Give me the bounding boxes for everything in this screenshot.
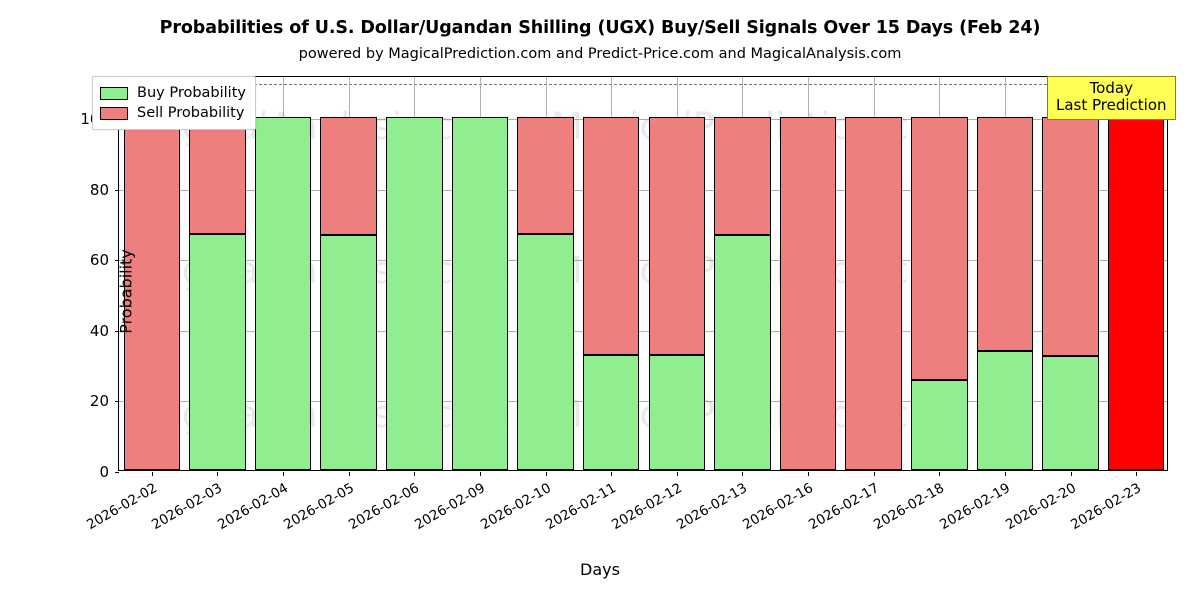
bar-segment-sell: [779, 117, 837, 470]
bar-2026-02-17[interactable]: [845, 77, 902, 470]
chart-subtitle: powered by MagicalPrediction.com and Pre…: [298, 46, 902, 62]
bar-segment-today: [1107, 117, 1165, 470]
y-axis-label: Probability: [116, 249, 136, 334]
bar-segment-sell: [123, 117, 181, 470]
legend-item-buy: Buy Probability: [100, 83, 246, 103]
y-tick-mark: [115, 401, 119, 403]
page-title: Probabilities of U.S. Dollar/Ugandan Shi…: [159, 18, 1041, 38]
bar-segment-buy: [320, 235, 377, 470]
legend-item-sell: Sell Probability: [100, 103, 246, 123]
x-tick-mark: [1004, 472, 1006, 476]
bar-2026-02-02[interactable]: [123, 77, 181, 470]
bar-segment-buy: [714, 235, 771, 470]
legend-label-buy: Buy Probability: [137, 85, 246, 101]
y-tick-label: 0: [99, 463, 109, 481]
bar-segment-buy: [1042, 356, 1099, 470]
bar-segment-sell: [320, 117, 377, 236]
bar-segment-sell: [714, 117, 771, 236]
bar-2026-02-05[interactable]: [320, 77, 377, 470]
plot-area: MagicalAnalysis.comMagicalPrediction.com…: [80, 76, 1168, 533]
x-tick-mark: [742, 472, 744, 476]
bar-segment-sell: [976, 117, 1034, 352]
gridline-y-40: [119, 330, 1167, 332]
x-axis-label: Days: [580, 560, 620, 579]
bar-2026-02-23[interactable]: [1107, 77, 1165, 470]
bar-2026-02-06[interactable]: [386, 77, 443, 470]
bar-2026-02-20[interactable]: [1042, 77, 1099, 470]
legend-swatch-buy-icon: [100, 86, 128, 100]
y-tick-mark: [115, 189, 119, 191]
x-tick-mark: [611, 472, 613, 476]
y-tick-mark: [115, 330, 119, 332]
bar-segment-sell: [648, 117, 706, 356]
gridline-y-100: [119, 119, 1167, 121]
legend-swatch-sell-icon: [100, 106, 128, 120]
bar-2026-02-19[interactable]: [976, 77, 1034, 470]
bar-2026-02-10[interactable]: [517, 77, 574, 470]
x-tick-mark: [873, 472, 875, 476]
bar-segment-buy: [451, 117, 509, 470]
y-tick-label: 80: [89, 180, 109, 199]
bar-2026-02-09[interactable]: [451, 77, 509, 470]
bar-segment-buy: [582, 355, 640, 470]
bar-segment-buy: [386, 117, 443, 470]
bar-2026-02-03[interactable]: [189, 77, 246, 470]
today-callout: Today Last Prediction: [1047, 76, 1176, 120]
bar-2026-02-04[interactable]: [254, 77, 312, 470]
x-tick-mark: [1070, 472, 1072, 476]
bar-segment-buy: [648, 355, 706, 470]
x-tick-mark: [939, 472, 941, 476]
today-callout-line1: Today: [1089, 79, 1133, 97]
x-tick-mark: [1136, 472, 1138, 476]
x-tick-mark: [283, 472, 285, 476]
bar-segment-buy: [189, 233, 246, 470]
x-tick-mark: [217, 472, 219, 476]
bar-2026-02-18[interactable]: [911, 77, 968, 470]
bar-2026-02-12[interactable]: [648, 77, 706, 470]
bar-2026-02-13[interactable]: [714, 77, 771, 470]
bar-2026-02-11[interactable]: [582, 77, 640, 470]
x-tick-mark: [414, 472, 416, 476]
plot-clip: MagicalAnalysis.comMagicalPrediction.com…: [119, 77, 1167, 470]
gridline-y-80: [119, 189, 1167, 191]
bar-segment-sell: [189, 117, 246, 234]
bar-2026-02-16[interactable]: [779, 77, 837, 470]
y-tick-label: 20: [89, 392, 109, 411]
bar-segment-sell: [845, 117, 902, 470]
reference-line: [119, 84, 1167, 86]
bar-segment-sell: [911, 117, 968, 381]
x-tick-mark: [348, 472, 350, 476]
chart-legend: Buy Probability Sell Probability: [92, 76, 256, 130]
legend-label-sell: Sell Probability: [137, 105, 245, 121]
bar-segment-buy: [911, 380, 968, 470]
x-tick-mark: [676, 472, 678, 476]
y-tick-mark: [115, 472, 119, 473]
x-tick-mark: [808, 472, 810, 476]
bar-segment-buy: [517, 233, 574, 470]
gridline-y-60: [119, 260, 1167, 262]
y-tick-label: 60: [89, 251, 109, 270]
x-tick-mark: [151, 472, 153, 476]
bar-segment-sell: [1042, 117, 1099, 357]
gridline-y-20: [119, 401, 1167, 403]
bar-segment-sell: [582, 117, 640, 356]
x-tick-mark: [545, 472, 547, 476]
y-tick-label: 40: [89, 321, 109, 340]
x-tick-mark: [479, 472, 481, 476]
bar-segment-buy: [976, 351, 1034, 470]
y-tick-mark: [115, 260, 119, 262]
bar-segment-buy: [254, 117, 312, 470]
bar-segment-sell: [517, 117, 574, 234]
today-callout-line2: Last Prediction: [1056, 96, 1167, 115]
